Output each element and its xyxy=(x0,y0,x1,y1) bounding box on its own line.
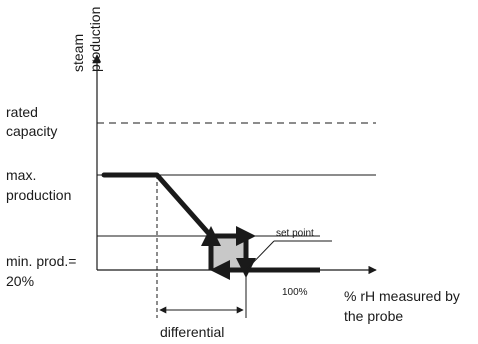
min-production-label-line2: 20% xyxy=(6,273,34,289)
max-production-label-line2: production xyxy=(6,187,71,203)
hysteresis-box xyxy=(211,236,246,270)
differential-label: differential xyxy=(160,324,224,340)
full-scale-label: 100% xyxy=(282,287,308,298)
y-axis-label-line1: steam xyxy=(70,34,86,72)
set-point-callout-line xyxy=(245,240,275,271)
x-axis-label-line2: the probe xyxy=(344,308,403,324)
y-axis-label-line2: production xyxy=(87,7,103,72)
rated-capacity-label-line1: rated xyxy=(6,104,38,120)
production-curve xyxy=(101,172,214,239)
set-point-label: set point xyxy=(276,228,314,239)
rated-capacity-label-line2: capacity xyxy=(6,123,57,139)
min-production-label-line1: min. prod.= xyxy=(6,253,76,269)
x-axis-label-line1: % rH measured by xyxy=(344,288,460,304)
max-production-label-line1: max. xyxy=(6,167,36,183)
